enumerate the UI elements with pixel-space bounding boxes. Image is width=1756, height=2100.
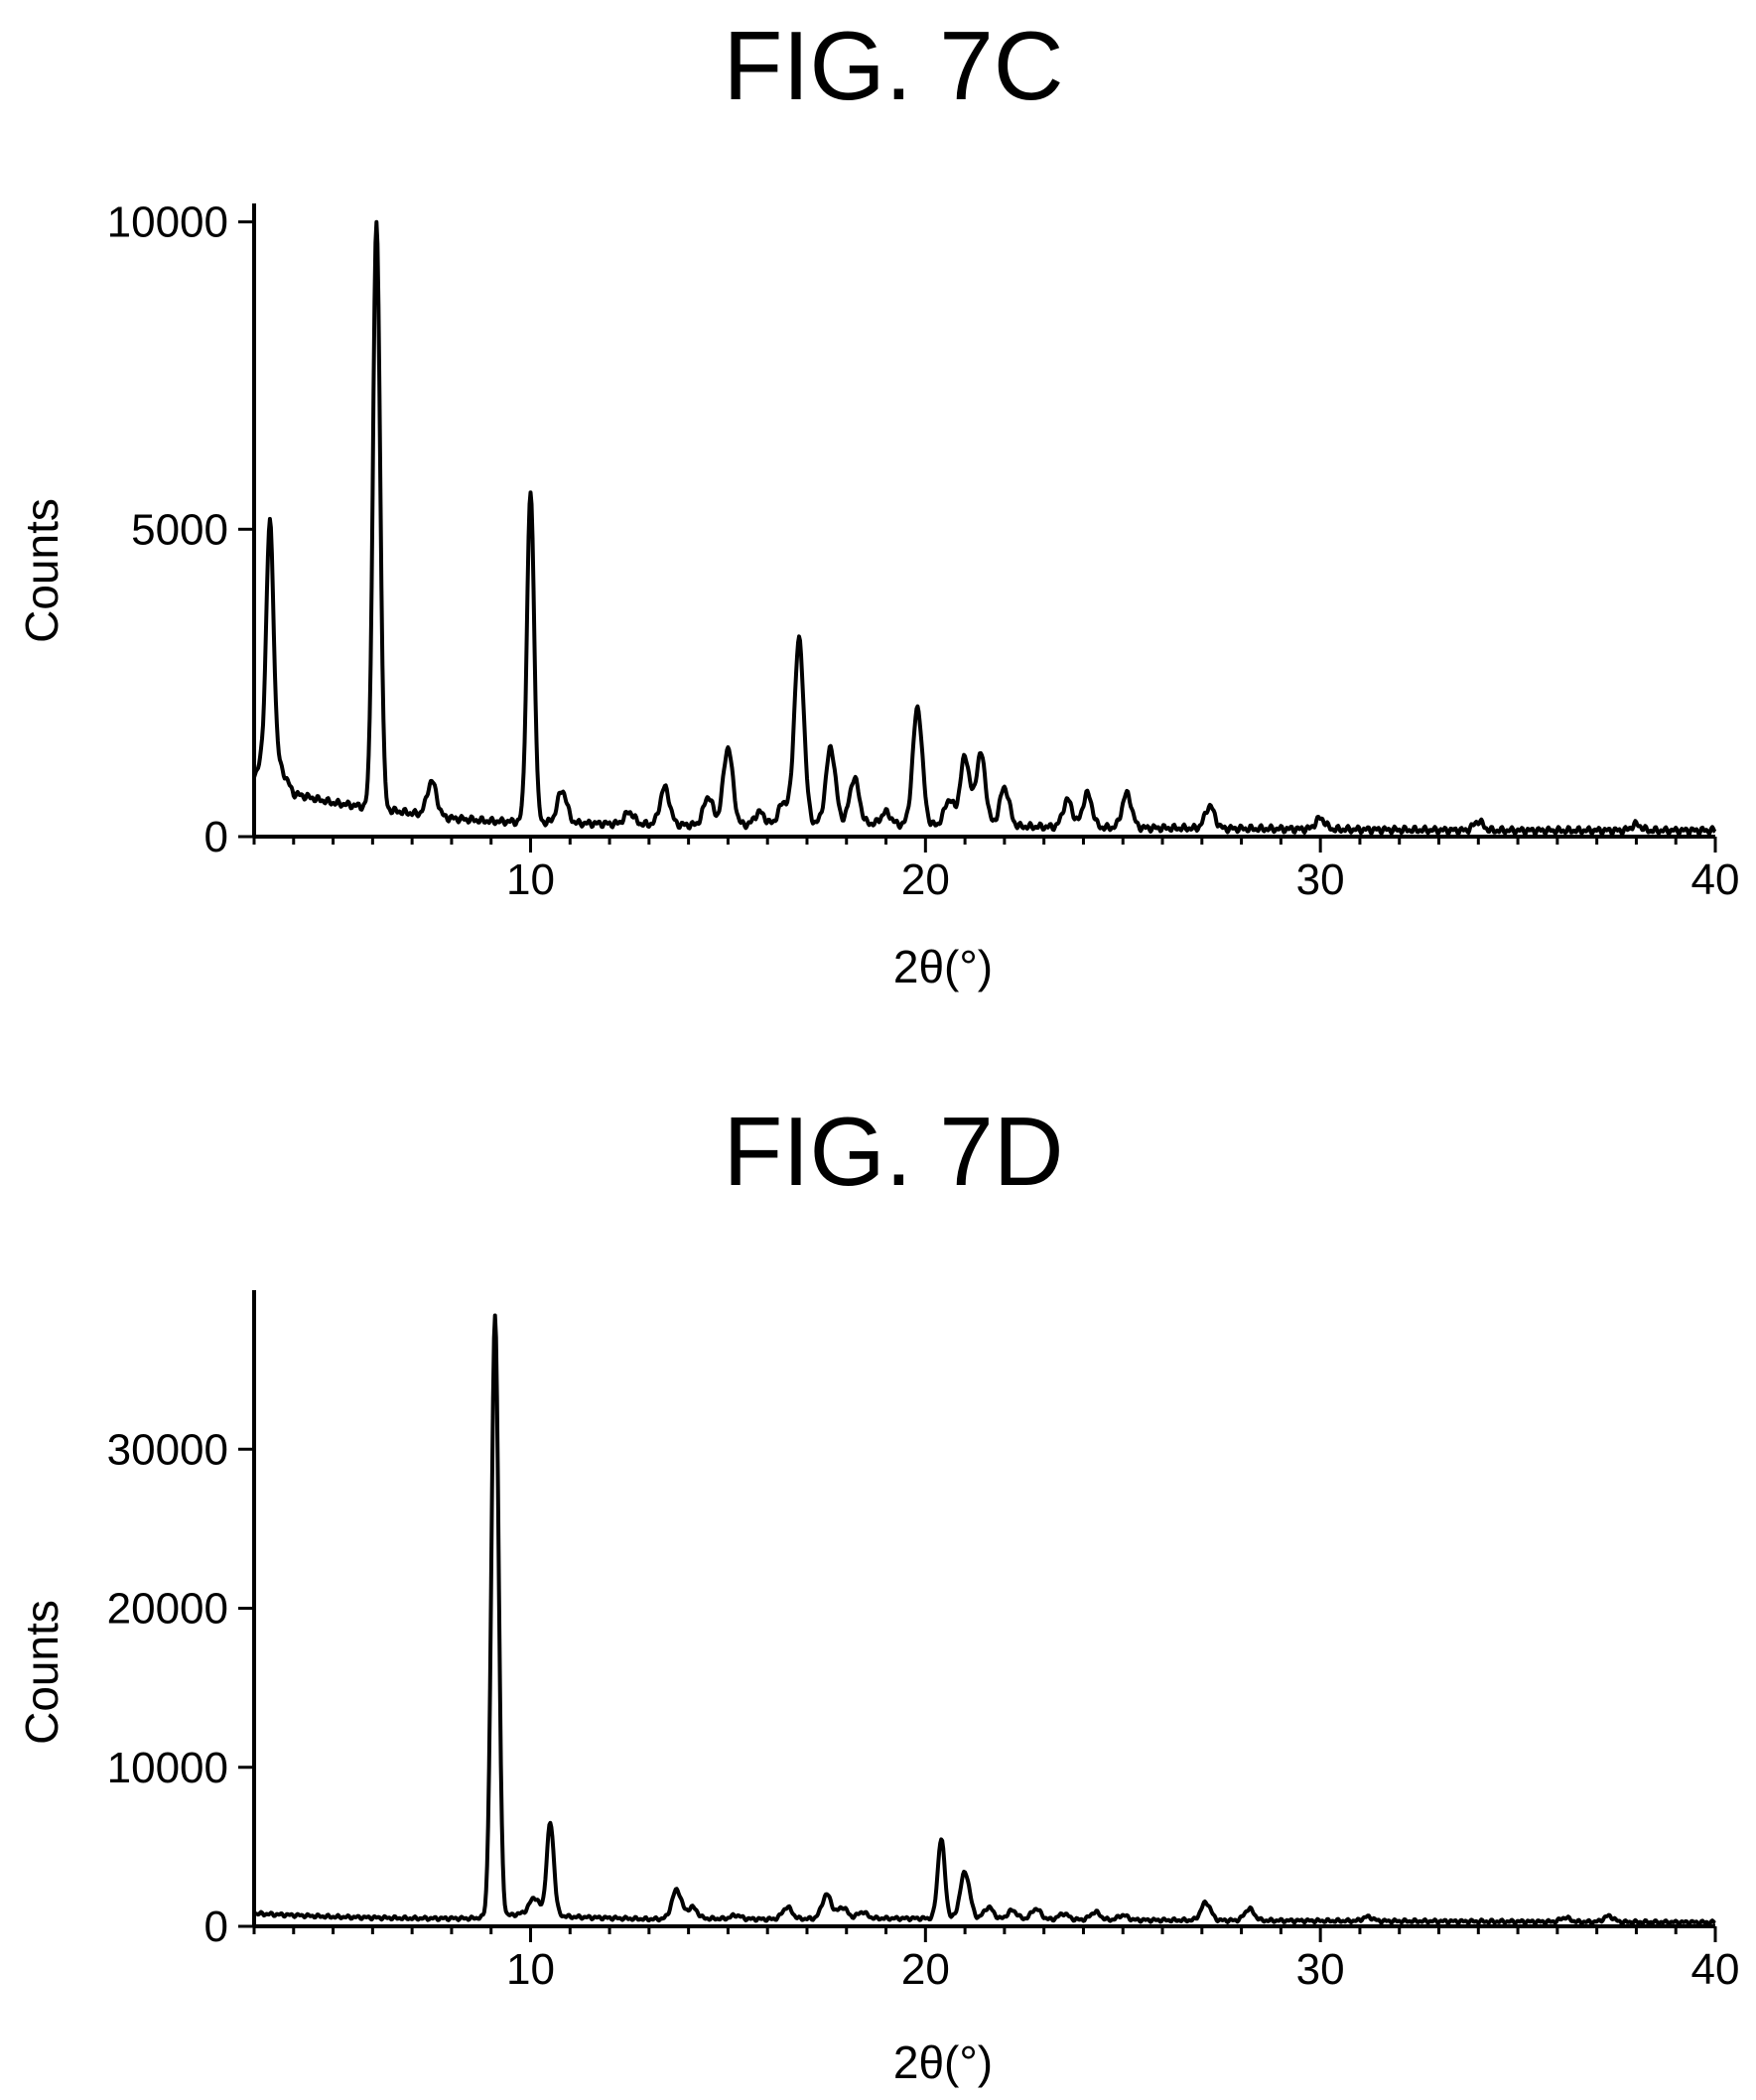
chart-fig-7d: FIG. 7D Counts 2θ(°) 10 20 30 40 0 10000 20000… (16, 1097, 1739, 2088)
y-tick-label: 10000 (107, 198, 228, 247)
y-tick-label: 0 (204, 1903, 228, 1951)
y-tick-label: 0 (204, 813, 228, 861)
chart-title: FIG. 7C (723, 11, 1063, 120)
chart-marks (253, 1313, 1716, 1926)
y-axis-label: Counts (16, 1600, 68, 1745)
y-tick-label: 30000 (107, 1425, 228, 1474)
axis-ticks: 10 20 30 40 0 5000 10000 (107, 198, 1740, 904)
x-tick-label: 30 (1296, 855, 1345, 904)
x-axis-label: 2θ(°) (893, 941, 993, 992)
x-tick-label: 40 (1691, 1945, 1740, 1994)
x-tick-label: 10 (506, 855, 555, 904)
x-tick-label: 20 (901, 855, 950, 904)
chart-fig-7c: FIG. 7C Counts 2θ(°) 10 20 30 40 0 5000 10000 (16, 11, 1739, 992)
y-tick-label: 5000 (131, 505, 228, 554)
axis-ticks: 10 20 30 40 0 10000 20000 30000 (107, 1290, 1740, 1994)
x-tick-label: 40 (1691, 855, 1740, 904)
chart-title: FIG. 7D (723, 1097, 1063, 1206)
x-tick-label: 10 (506, 1945, 555, 1994)
y-axis-label: Counts (16, 498, 68, 643)
x-tick-label: 30 (1296, 1945, 1345, 1994)
y-tick-label: 10000 (107, 1744, 228, 1792)
chart-marks (252, 219, 1717, 837)
x-tick-label: 20 (901, 1945, 950, 1994)
x-axis-label: 2θ(°) (893, 2036, 993, 2088)
y-tick-label: 20000 (107, 1585, 228, 1634)
diffraction-trace (253, 1313, 1716, 1926)
diffraction-trace (252, 219, 1717, 837)
